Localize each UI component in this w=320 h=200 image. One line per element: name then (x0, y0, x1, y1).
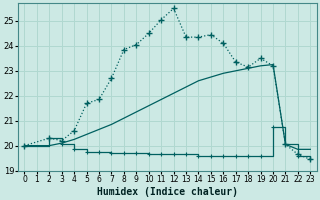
X-axis label: Humidex (Indice chaleur): Humidex (Indice chaleur) (97, 186, 238, 197)
